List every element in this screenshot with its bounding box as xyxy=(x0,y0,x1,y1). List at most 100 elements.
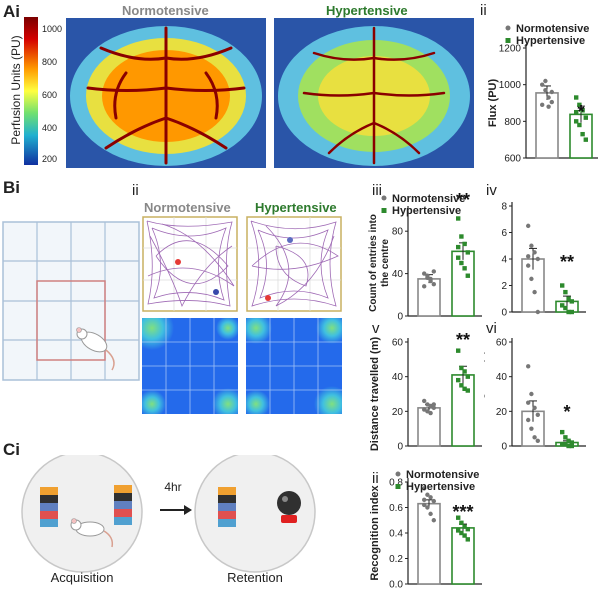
data-point-hypertensive xyxy=(456,348,461,353)
title-normotensive-a: Normotensive xyxy=(122,3,209,18)
data-point-normotensive xyxy=(535,256,540,262)
data-point-normotensive xyxy=(535,438,540,443)
mouse-icon xyxy=(70,518,114,548)
y-tick-label: 0.4 xyxy=(389,529,403,540)
data-point-normotensive xyxy=(526,223,531,229)
end-dot xyxy=(213,289,219,295)
panel-label-biii: iii xyxy=(372,182,382,199)
data-point-hypertensive xyxy=(456,515,461,520)
colorbar-tick: 200 xyxy=(42,154,57,164)
data-point-hypertensive xyxy=(459,383,464,388)
y-tick-label: 4 xyxy=(501,255,507,266)
data-point-hypertensive xyxy=(462,266,467,271)
y-tick-label: 0.8 xyxy=(389,478,403,489)
colorbar-tick: 600 xyxy=(42,90,57,100)
legend-label-hypertensive: Hypertensive xyxy=(392,205,461,217)
perfusion-colorbar: Perfusion Units (PU) 1000 800 600 400 20… xyxy=(9,17,62,165)
data-point-normotensive xyxy=(526,417,531,423)
y-axis-label: Count of entries intothe centre xyxy=(368,214,391,312)
data-point-hypertensive xyxy=(577,122,582,128)
y-tick-label: 60 xyxy=(392,338,404,349)
chart-flux: Flux (PU) 600 800 1000 1200 * NormotensiveHype… xyxy=(487,23,598,165)
data-point-hypertensive xyxy=(456,216,461,221)
data-point-hypertensive xyxy=(560,303,565,308)
data-point-hypertensive xyxy=(566,296,571,301)
arena-retention xyxy=(194,455,316,573)
data-point-hypertensive xyxy=(459,365,464,371)
data-point-normotensive xyxy=(428,511,433,517)
y-tick-label: 20 xyxy=(496,407,508,418)
data-point-normotensive xyxy=(540,102,545,108)
y-axis-label-line: the centre xyxy=(380,239,391,287)
data-point-hypertensive xyxy=(569,299,574,304)
data-point-hypertensive xyxy=(560,283,565,288)
y-tick-label: 2 xyxy=(501,281,507,292)
data-point-normotensive xyxy=(431,282,436,287)
data-point-hypertensive xyxy=(560,442,565,447)
data-point-normotensive xyxy=(535,309,540,315)
y-axis-label: Fecal Pellet Count xyxy=(484,211,485,307)
y-tick-label: 80 xyxy=(392,227,404,238)
legend-marker-normotensive xyxy=(395,471,401,477)
title-hypertensive-b: Hypertensive xyxy=(255,200,337,215)
object-stack-icon xyxy=(114,485,132,525)
data-point-hypertensive xyxy=(456,244,461,250)
colorbar-gradient xyxy=(24,17,38,165)
bar-normotensive xyxy=(535,92,559,159)
significance-marker: ** xyxy=(456,190,470,210)
title-hypertensive-a: Hypertensive xyxy=(326,3,408,18)
data-point-normotensive xyxy=(543,87,548,93)
data-point-hypertensive xyxy=(574,95,579,100)
panel-label-bi: Bi xyxy=(3,178,20,197)
perfusion-image-hypertensive xyxy=(274,18,474,168)
data-point-hypertensive xyxy=(465,250,470,255)
data-point-hypertensive xyxy=(577,102,582,108)
title-normotensive-b: Normotensive xyxy=(144,200,231,215)
heatmap-normotensive xyxy=(142,318,238,414)
data-point-hypertensive xyxy=(462,533,467,538)
colorbar-tick: 400 xyxy=(42,123,57,133)
data-point-normotensive xyxy=(431,405,436,411)
data-point-normotensive xyxy=(532,250,537,255)
data-point-normotensive xyxy=(535,412,540,417)
data-point-hypertensive xyxy=(583,137,588,142)
legend-marker-hypertensive xyxy=(395,484,401,489)
track-plot-normotensive xyxy=(142,216,238,312)
data-point-normotensive xyxy=(422,486,427,491)
data-point-hypertensive xyxy=(459,260,464,266)
panel-label-ai: Ai xyxy=(3,2,20,21)
data-point-normotensive xyxy=(428,495,433,500)
data-point-hypertensive xyxy=(563,305,568,311)
significance-marker: * xyxy=(563,402,570,422)
legend-label-hypertensive: Hypertensive xyxy=(406,481,475,493)
panel-label-cii: ii xyxy=(372,470,379,487)
novel-object-schematic: Acquisition 4hr Retention xyxy=(21,455,316,585)
panel-label-ci: Ci xyxy=(3,440,20,459)
data-point-normotensive xyxy=(529,426,534,431)
data-point-hypertensive xyxy=(580,131,585,137)
data-point-normotensive xyxy=(526,364,531,369)
data-point-normotensive xyxy=(431,402,436,407)
data-point-hypertensive xyxy=(566,443,571,449)
retention-label: Retention xyxy=(227,570,283,585)
data-point-hypertensive xyxy=(459,234,464,239)
significance-marker: ** xyxy=(456,330,470,350)
legend-marker-hypertensive xyxy=(505,38,511,43)
data-point-normotensive xyxy=(529,276,534,282)
bar-normotensive xyxy=(417,278,441,317)
y-tick-label: 600 xyxy=(504,154,521,165)
data-point-normotensive xyxy=(546,95,551,100)
perfusion-title: Perfusion Units (PU) xyxy=(9,35,23,144)
y-tick-label: 1000 xyxy=(499,80,522,91)
data-point-hypertensive xyxy=(459,520,464,525)
y-tick-label: 800 xyxy=(504,117,521,128)
data-point-normotensive xyxy=(532,289,537,295)
panel-label-aii: ii xyxy=(480,2,487,19)
data-point-hypertensive xyxy=(462,524,467,529)
data-point-normotensive xyxy=(431,518,436,523)
legend-marker-hypertensive xyxy=(381,208,387,213)
legend-marker-normotensive xyxy=(381,195,387,201)
data-point-normotensive xyxy=(529,391,534,397)
data-point-hypertensive xyxy=(456,528,461,533)
